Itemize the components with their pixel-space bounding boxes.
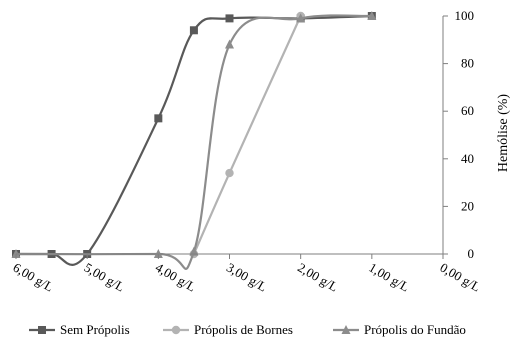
- data-point: [154, 114, 163, 123]
- legend-item: Própolis do Fundão: [333, 322, 466, 337]
- y-tick-label: 0: [468, 246, 475, 261]
- data-point: [296, 13, 306, 23]
- data-point: [225, 14, 234, 23]
- legend-label: Própolis do Fundão: [364, 322, 466, 337]
- legend-item: Sem Própolis: [29, 322, 130, 337]
- data-point: [225, 39, 234, 49]
- y-tick-label: 80: [461, 56, 474, 71]
- y-tick-label: 20: [461, 198, 474, 213]
- y-tick-label: 60: [461, 103, 474, 118]
- data-point: [225, 168, 234, 178]
- legend: Sem Própolis Própolis de Bornes Própolis d…: [29, 322, 466, 337]
- x-tick-label: 5,00 g/L: [82, 260, 128, 295]
- x-tick-label: 0,00 g/L: [438, 260, 484, 295]
- legend-marker: [38, 326, 46, 334]
- data-point: [189, 246, 199, 256]
- x-tick-label: 1,00 g/L: [366, 260, 412, 295]
- legend-marker: [171, 325, 181, 335]
- legend-label: Sem Própolis: [60, 322, 130, 337]
- x-tick-label: 4,00 g/L: [153, 260, 199, 295]
- series-line: [14, 14, 373, 270]
- y-tick-label: 40: [461, 151, 474, 166]
- legend-marker: [341, 325, 351, 334]
- legend-label: Própolis de Bornes: [194, 322, 293, 337]
- series-layer: [11, 11, 377, 270]
- legend-item: Própolis de Bornes: [163, 322, 293, 337]
- series-line: [14, 14, 373, 266]
- x-tick-label: 6,00 g/L: [11, 260, 57, 295]
- series-sem-propolis: [12, 12, 376, 266]
- data-point: [367, 11, 377, 20]
- series-propolis-do-fundao: [11, 11, 377, 270]
- y-tick-label: 100: [455, 8, 475, 23]
- x-tick-label: 3,00 g/L: [224, 260, 270, 295]
- series-line: [192, 14, 302, 256]
- x-tick-label: 2,00 g/L: [295, 260, 341, 295]
- data-point: [189, 26, 198, 35]
- series-propolis-de-bornes: [189, 11, 305, 259]
- y-axis-title: Hemólise (%): [496, 94, 511, 172]
